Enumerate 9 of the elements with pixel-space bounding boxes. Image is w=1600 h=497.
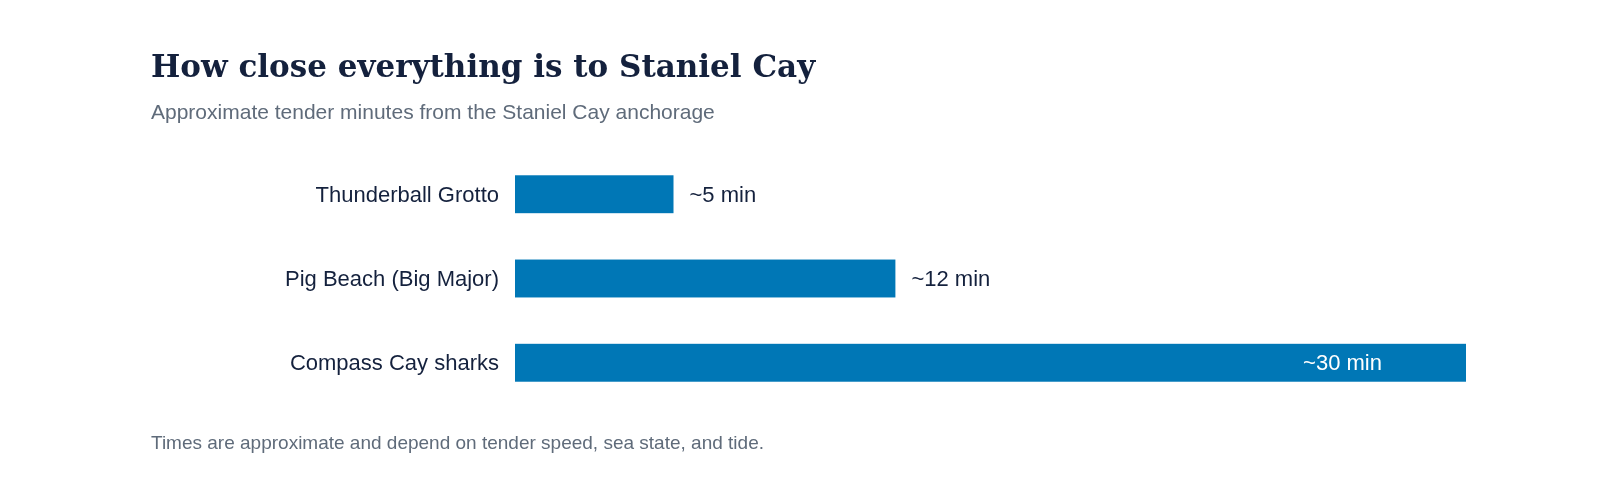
- data-label: ~30 min: [1303, 350, 1382, 376]
- chart-subtitle: Approximate tender minutes from the Staniel Cay anchorage: [151, 100, 715, 123]
- text: Times are approximate and depend on tender speed, sea state, and tide.: [151, 432, 764, 453]
- chart-title: How close everything is to Staniel Cay: [151, 48, 817, 84]
- y-tick-label: Pig Beach (Big Major): [285, 266, 499, 292]
- data-label: ~5 min: [689, 181, 757, 207]
- y-tick-label: Thunderball Grotto: [315, 181, 499, 207]
- y-tick-label: Compass Cay sharks: [289, 350, 499, 376]
- data-label: ~12 min: [911, 266, 991, 292]
